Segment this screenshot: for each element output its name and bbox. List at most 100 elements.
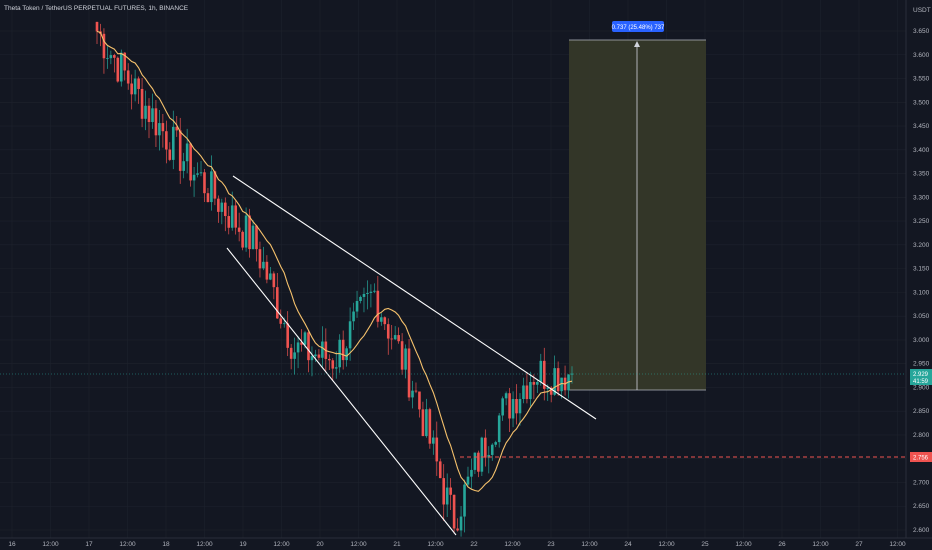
candle xyxy=(133,69,137,102)
candle xyxy=(553,355,556,396)
candle xyxy=(556,361,560,396)
candle xyxy=(390,325,394,350)
time-tick-label: 12:00 xyxy=(119,541,136,548)
candle xyxy=(473,452,477,475)
candle xyxy=(449,478,452,511)
candle xyxy=(463,479,466,533)
lower-trendline[interactable] xyxy=(226,247,457,536)
time-tick-label: 12:00 xyxy=(658,541,675,548)
candle xyxy=(251,220,255,250)
candle xyxy=(269,266,272,281)
currency-label: USDT xyxy=(913,7,931,14)
candle xyxy=(258,241,262,278)
candle xyxy=(95,21,99,44)
candle xyxy=(386,318,390,355)
price-tick-label: 2.700 xyxy=(913,479,930,486)
time-tick-label: 12:00 xyxy=(581,541,598,548)
measure-label: 0.737 (25.48%) 737 xyxy=(612,21,665,32)
candle xyxy=(178,117,182,184)
time-axis-ticks: 16 12:00 17 12:00 18 12:00 19 12:00 20 12:00 21 12:… xyxy=(8,541,906,548)
candle xyxy=(432,430,435,455)
price-tick-label: 3.100 xyxy=(913,289,930,296)
price-tick-label: 3.450 xyxy=(913,123,930,130)
candle xyxy=(501,396,504,421)
candle xyxy=(220,198,224,225)
candle xyxy=(234,199,237,235)
candle xyxy=(113,53,116,73)
candle xyxy=(161,114,165,148)
candle xyxy=(296,336,300,369)
current-price-tag: 2.929 41:59 xyxy=(910,369,932,385)
price-tick-label: 2.600 xyxy=(913,527,930,534)
candle xyxy=(414,382,418,394)
candle xyxy=(223,197,227,232)
candle xyxy=(425,398,428,438)
price-tick-label: 3.500 xyxy=(913,99,930,106)
candle xyxy=(279,309,283,329)
candle xyxy=(362,287,366,313)
stop-price-tag: 2.756 xyxy=(910,452,932,462)
chart-grid xyxy=(0,0,906,538)
candle xyxy=(522,377,525,404)
price-tick-label: 3.150 xyxy=(913,266,930,273)
candle xyxy=(154,100,158,147)
time-tick-label: 24 xyxy=(624,541,632,548)
time-tick-label: 22 xyxy=(470,541,478,548)
price-tick-label: 2.900 xyxy=(913,384,930,391)
candle xyxy=(182,152,185,179)
candle xyxy=(542,347,546,401)
time-tick-label: 25 xyxy=(701,541,709,548)
candle xyxy=(494,440,498,448)
countdown-value: 41:59 xyxy=(913,379,929,385)
candle xyxy=(376,275,380,328)
upper-trendline[interactable] xyxy=(232,175,597,420)
candle xyxy=(418,391,421,418)
candle xyxy=(490,443,494,461)
candle xyxy=(286,311,289,357)
candle xyxy=(230,191,234,231)
candle xyxy=(470,458,473,489)
target-zone[interactable] xyxy=(569,39,706,391)
candle xyxy=(355,290,359,318)
candle xyxy=(480,436,484,476)
candle xyxy=(428,407,432,449)
candle xyxy=(442,464,446,522)
measure-label-text: 0.737 (25.48%) 737 xyxy=(612,25,665,31)
candle xyxy=(327,354,331,370)
time-axis-panel[interactable] xyxy=(0,538,932,550)
candle xyxy=(341,330,345,370)
candle xyxy=(452,494,456,534)
candle xyxy=(400,333,404,375)
time-tick-label: 12:00 xyxy=(504,541,521,548)
candle xyxy=(185,128,189,174)
time-tick-label: 12:00 xyxy=(350,541,367,548)
moving-average-line xyxy=(96,30,573,492)
candle xyxy=(380,313,383,326)
candle xyxy=(487,446,491,474)
stop-price-value: 2.756 xyxy=(913,456,929,462)
price-tick-label: 3.350 xyxy=(913,171,930,178)
price-tick-label: 3.300 xyxy=(913,194,930,201)
candle xyxy=(158,109,161,151)
candle xyxy=(116,56,120,83)
candle xyxy=(123,52,127,81)
price-tick-label: 3.650 xyxy=(913,28,930,35)
candle xyxy=(199,161,203,177)
candle xyxy=(189,142,192,187)
symbol-title: Theta Token / TetherUS PERPETUAL FUTURES… xyxy=(4,5,189,12)
price-tick-label: 3.050 xyxy=(913,313,930,320)
candle xyxy=(445,473,449,517)
candle xyxy=(165,120,168,164)
candle xyxy=(196,162,199,178)
candle xyxy=(192,167,196,197)
candle xyxy=(477,450,480,478)
candle xyxy=(262,246,265,271)
candle xyxy=(497,413,501,448)
candle xyxy=(310,346,314,377)
candle xyxy=(421,401,425,437)
candle xyxy=(508,388,511,433)
candle xyxy=(518,393,522,426)
time-tick-label: 12:00 xyxy=(812,541,829,548)
candle xyxy=(484,429,487,467)
